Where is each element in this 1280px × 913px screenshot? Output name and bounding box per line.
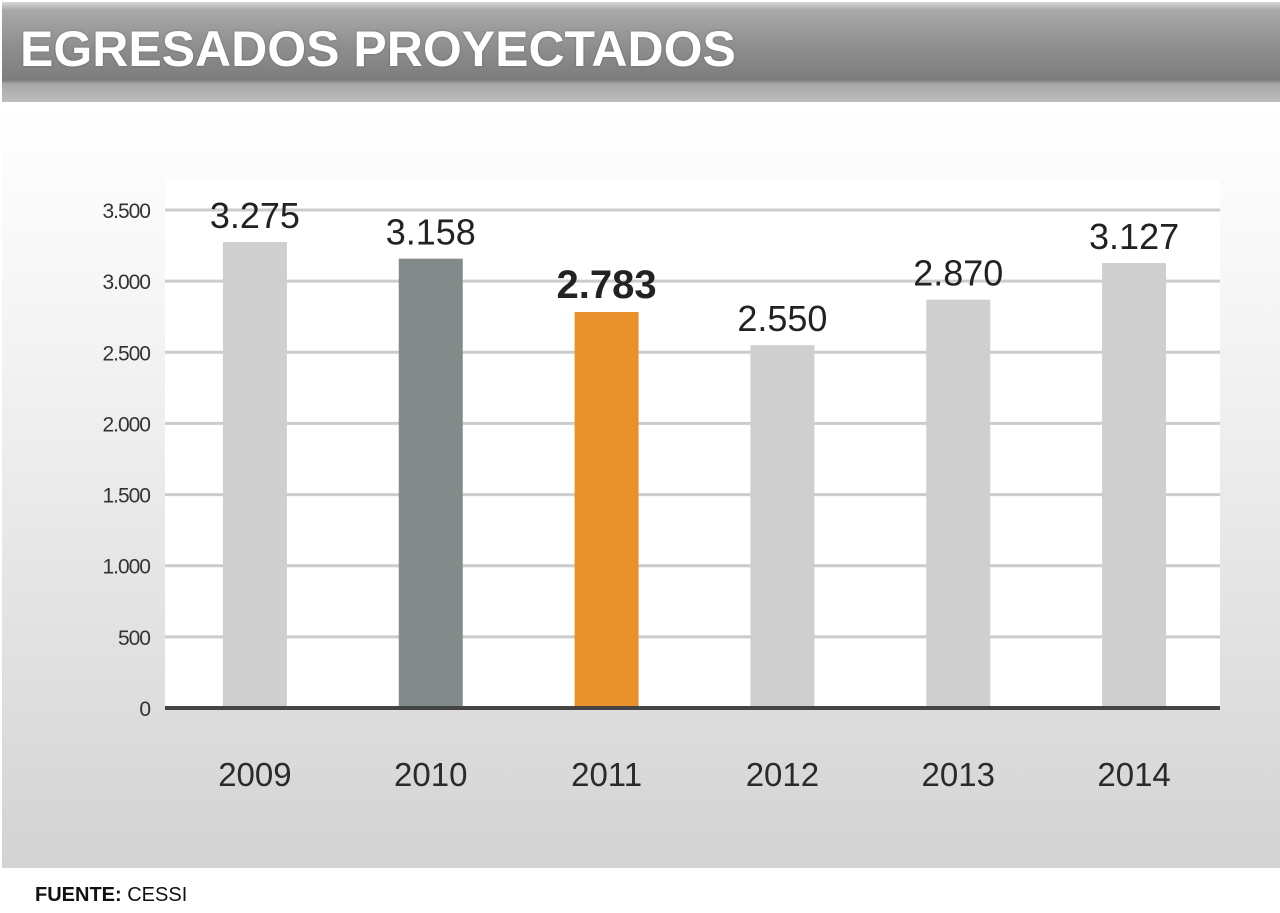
- y-tick-label: 1.000: [102, 556, 150, 579]
- x-tick-label: 2014: [1097, 756, 1170, 793]
- y-tick-label: 0: [139, 698, 150, 721]
- data-label: 2.783: [557, 263, 657, 307]
- y-tick-label: 1.500: [102, 485, 150, 508]
- data-label: 2.550: [737, 298, 827, 339]
- bar-2011: [574, 312, 639, 708]
- source-note: FUENTE: CESSI: [35, 884, 187, 907]
- bar-2010: [398, 258, 463, 708]
- x-tick-label: 2009: [218, 756, 291, 793]
- bar-2014: [1102, 263, 1167, 708]
- x-tick-label: 2011: [571, 756, 642, 793]
- source-value: CESSI: [127, 884, 188, 906]
- y-tick-label: 2.000: [102, 413, 150, 436]
- bar-2013: [926, 299, 991, 708]
- x-tick-label: 2012: [746, 756, 819, 793]
- y-tick-label: 2.500: [102, 342, 150, 365]
- data-label: 3.275: [210, 195, 300, 236]
- data-label: 3.158: [386, 212, 476, 253]
- bar-2009: [222, 242, 287, 708]
- bar-2012: [750, 345, 815, 708]
- y-tick-label: 500: [118, 627, 150, 650]
- data-label: 2.870: [913, 253, 1003, 294]
- x-tick-label: 2010: [394, 756, 467, 793]
- data-label: 3.127: [1089, 216, 1179, 257]
- x-tick-label: 2013: [922, 756, 995, 793]
- plot-area: [165, 180, 1220, 708]
- y-tick-label: 3.500: [102, 200, 150, 223]
- source-label: FUENTE:: [35, 884, 122, 906]
- chart-title: EGRESADOS PROYECTADOS: [20, 21, 736, 77]
- y-tick-label: 3.000: [102, 271, 150, 294]
- title-bar: EGRESADOS PROYECTADOS: [2, 2, 1280, 102]
